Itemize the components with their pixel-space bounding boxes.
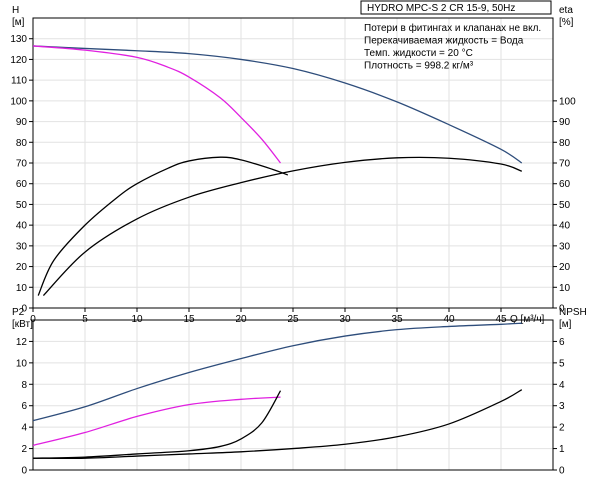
y-left-axis-label: P2 [12, 307, 25, 318]
y-right-tick-label: 3 [559, 401, 565, 412]
y-right-tick-label: 60 [559, 179, 571, 190]
series-line-2 [37, 156, 289, 296]
y-right-tick-label: 50 [559, 200, 571, 211]
y-left-tick-label: 10 [16, 358, 28, 369]
y-left-tick-label: 40 [16, 221, 28, 232]
y-right-tick-label: 2 [559, 423, 565, 434]
y-right-tick-label: 6 [559, 337, 565, 348]
title-box [360, 0, 552, 15]
y-left-tick-label: 90 [16, 117, 28, 128]
y-right-tick-label: 70 [559, 159, 571, 170]
series-line-3 [42, 156, 523, 297]
y-left-tick-label: 4 [21, 423, 27, 434]
chart-note-0: Потери в фитингах и клапанах не вкл. [364, 22, 541, 34]
series-line-1 [32, 45, 282, 164]
y-right-axis-unit: [%] [559, 17, 574, 28]
plot-frame [32, 319, 554, 471]
y-right-tick-label: 80 [559, 138, 571, 149]
y-right-tick-label: 10 [559, 283, 571, 294]
y-right-tick-label: 0 [559, 466, 565, 477]
y-left-tick-label: 20 [16, 262, 28, 273]
y-left-tick-label: 10 [16, 283, 28, 294]
y-left-tick-label: 130 [10, 34, 27, 45]
y-right-axis-label: NPSH [559, 307, 587, 318]
y-right-tick-label: 100 [559, 96, 576, 107]
series-line-3 [32, 389, 523, 460]
y-left-axis-unit: [м] [12, 17, 25, 28]
head-efficiency-panel: 0 10 20 30 40 50 60 70 80 90 100 110 120 130 0 10 20 30 40… [10, 0, 576, 325]
y-left-tick-label: 120 [10, 55, 27, 66]
y-right-axis-unit: [м] [559, 319, 572, 330]
y-right-tick-label: 5 [559, 358, 565, 369]
y-left-tick-label: 50 [16, 200, 28, 211]
chart-note-2: Темп. жидкости = 20 °C [364, 48, 473, 59]
y-left-tick-label: 70 [16, 159, 28, 170]
chart-title: HYDRO MPC-S 2 CR 15-9, 50Hz [367, 3, 515, 14]
y-right-tick-label: 0 [559, 304, 565, 315]
y-right-tick-label: 30 [559, 241, 571, 252]
y-right-tick-label: 40 [559, 221, 571, 232]
chart-note-1: Перекачиваемая жидкость = Вода [364, 36, 524, 47]
y-left-tick-label: 6 [21, 401, 27, 412]
y-left-tick-label: 0 [21, 304, 27, 315]
series-line-1 [32, 396, 281, 446]
y-left-tick-label: 12 [16, 337, 28, 348]
y-left-tick-label: 60 [16, 179, 28, 190]
y-left-tick-label: 30 [16, 241, 28, 252]
y-right-tick-label: 20 [559, 262, 571, 273]
series-line-2 [32, 390, 282, 459]
y-left-tick-label: 110 [11, 76, 27, 87]
y-left-tick-label: 80 [16, 138, 28, 149]
y-left-tick-label: 2 [21, 444, 27, 455]
y-left-axis-unit: [кВт] [12, 319, 33, 330]
y-left-tick-label: 8 [21, 380, 27, 391]
y-left-tick-label: 100 [10, 96, 27, 107]
y-left-axis-label: H [12, 5, 19, 16]
y-right-tick-label: 4 [559, 380, 565, 391]
chart-note-3: Плотность = 998.2 кг/м³ [364, 61, 474, 72]
y-right-tick-label: 1 [559, 444, 565, 455]
y-right-tick-label: 90 [559, 117, 571, 128]
y-left-tick-label: 0 [21, 466, 27, 477]
series-line-0 [32, 45, 523, 164]
series-line-0 [32, 322, 522, 422]
y-right-axis-label: eta [559, 5, 573, 16]
